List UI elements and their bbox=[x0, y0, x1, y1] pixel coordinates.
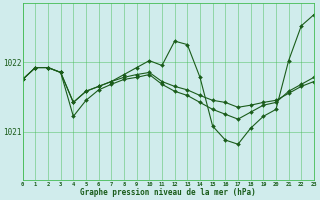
X-axis label: Graphe pression niveau de la mer (hPa): Graphe pression niveau de la mer (hPa) bbox=[80, 188, 256, 197]
